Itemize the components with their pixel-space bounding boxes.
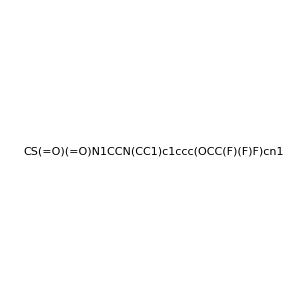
- Text: CS(=O)(=O)N1CCN(CC1)c1ccc(OCC(F)(F)F)cn1: CS(=O)(=O)N1CCN(CC1)c1ccc(OCC(F)(F)F)cn1: [23, 146, 284, 157]
